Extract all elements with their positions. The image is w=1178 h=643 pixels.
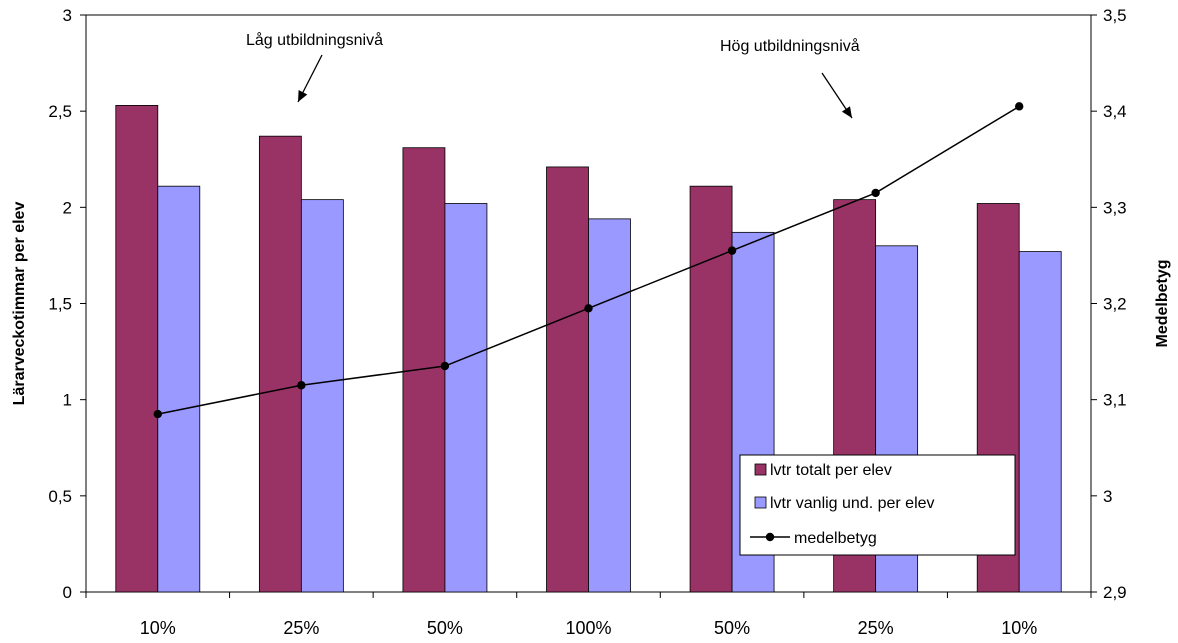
x-tick-label: 25% <box>283 618 319 638</box>
medelbetyg-point-3 <box>440 361 450 371</box>
medelbetyg-point-5 <box>727 246 737 255</box>
legend-box <box>739 454 1016 556</box>
x-tick-label: 25% <box>858 618 894 638</box>
bar-series-1-cat-5 <box>689 185 733 593</box>
y2-tick-label: 3,3 <box>1103 198 1127 217</box>
y2-tick-label: 2,9 <box>1103 583 1127 602</box>
y-tick-label: 0,5 <box>48 487 72 506</box>
annotation-low-education: Låg utbildningsnivå <box>246 31 383 49</box>
bar-series-2-cat-1 <box>157 185 201 593</box>
y2-tick-label: 3 <box>1103 487 1112 506</box>
medelbetyg-point-7 <box>1015 102 1024 111</box>
legend-marker-series-3 <box>765 532 775 542</box>
bar-series-1-cat-2 <box>258 135 302 593</box>
y-tick-label: 1,5 <box>48 295 72 314</box>
annotation-layer: Låg utbildningsnivå Hög utbildningsnivå <box>246 31 860 119</box>
annotation-high-education: Hög utbildningsnivå <box>720 37 860 55</box>
y-tick-label: 2,5 <box>48 102 72 121</box>
medelbetyg-point-2 <box>297 381 306 390</box>
medelbetyg-point-1 <box>153 409 162 419</box>
bar-series-2-cat-7 <box>1018 251 1062 593</box>
y-axis-title: Lärarveckotimmar per elev <box>11 202 28 406</box>
x-tick-label: 10% <box>1001 618 1037 638</box>
x-tick-label: 100% <box>565 618 611 638</box>
legend-swatch-series-2 <box>754 496 767 509</box>
x-tick-label: 10% <box>140 618 176 638</box>
line-layer <box>153 102 1024 419</box>
bar-series-2-cat-2 <box>300 199 344 593</box>
y2-axis-title: Medelbetyg <box>1154 259 1171 347</box>
y2-tick-label: 3,4 <box>1103 102 1127 121</box>
y2-tick-label: 3,2 <box>1103 295 1127 314</box>
y2-tick-label: 3,5 <box>1103 6 1127 25</box>
legend-label-series-3: medelbetyg <box>794 530 877 547</box>
legend-swatch-series-1 <box>754 463 767 476</box>
medelbetyg-point-6 <box>871 188 880 198</box>
bar-series-1-cat-3 <box>402 147 446 593</box>
bar-series-2-cat-3 <box>444 203 488 593</box>
y-tick-label: 1 <box>63 391 72 410</box>
annotation-arrow-high-head <box>841 106 852 118</box>
y-tick-label: 2 <box>63 198 72 217</box>
y-tick-label: 0 <box>63 583 72 602</box>
bar-series-2-cat-4 <box>588 218 631 593</box>
y-tick-label: 3 <box>63 6 72 25</box>
x-tick-label: 50% <box>714 618 750 638</box>
legend: lvtr totalt per elev lvtr vanlig und. pe… <box>739 454 1016 556</box>
bar-series-1-cat-1 <box>115 105 159 593</box>
medelbetyg-point-4 <box>584 304 593 313</box>
x-tick-label: 50% <box>427 618 463 638</box>
axes-layer: 0 0,5 1 1,5 2 2,5 3 2,9 3 3,1 3,2 3,3 3,4 3,5 10% 25% 50… <box>11 6 1171 638</box>
bar-series-1-cat-4 <box>546 166 589 593</box>
y2-tick-label: 3,1 <box>1103 391 1127 410</box>
legend-label-series-2: lvtr vanlig und. per elev <box>770 495 935 512</box>
annotation-arrow-low-head <box>298 90 308 102</box>
legend-label-series-1: lvtr totalt per elev <box>770 462 892 479</box>
